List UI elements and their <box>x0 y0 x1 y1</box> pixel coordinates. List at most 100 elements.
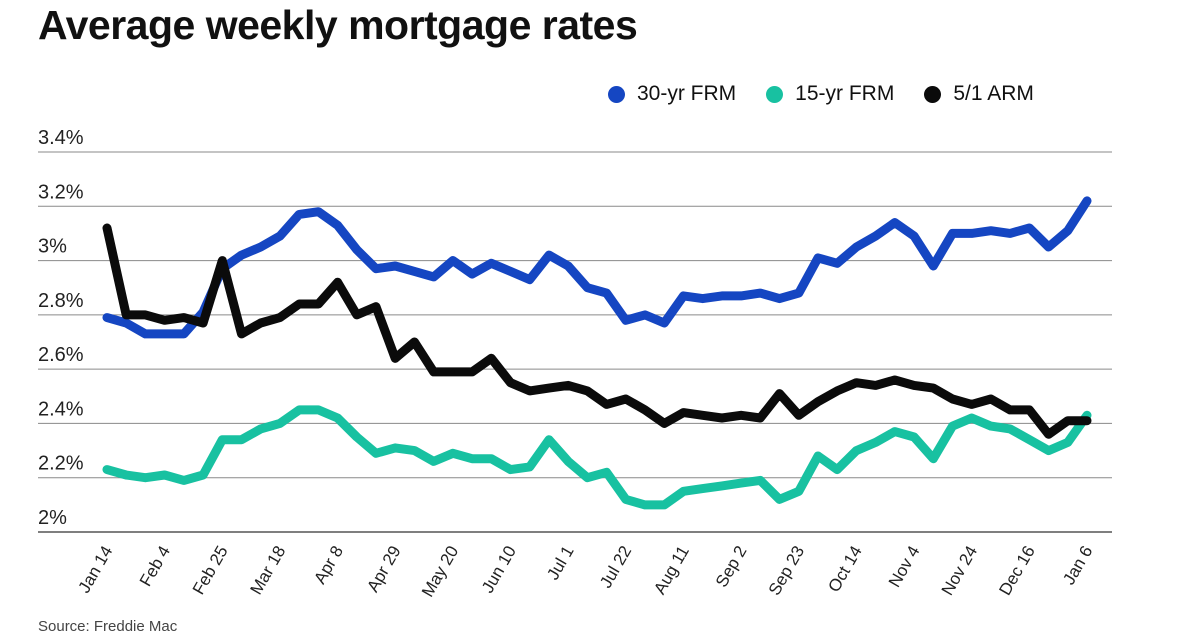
data-point-15-yr-frm <box>354 435 359 439</box>
series-line-5-1-arm <box>102 223 1092 439</box>
data-point-30-yr-frm <box>758 291 763 296</box>
data-point-15-yr-frm <box>700 486 705 491</box>
data-point-30-yr-frm <box>124 321 129 325</box>
x-tick-label: Mar 18 <box>246 543 289 598</box>
data-point-30-yr-frm <box>681 293 686 298</box>
data-point-30-yr-frm <box>489 261 494 266</box>
data-point-30-yr-frm <box>719 293 724 298</box>
data-point-15-yr-frm <box>316 407 321 412</box>
data-point-15-yr-frm <box>585 475 590 480</box>
data-point-5-1-arm <box>1046 432 1051 437</box>
data-point-15-yr-frm <box>604 470 609 475</box>
data-point-15-yr-frm <box>412 448 417 453</box>
data-point-5-1-arm <box>374 304 379 309</box>
data-point-5-1-arm <box>470 369 475 374</box>
data-point-30-yr-frm <box>566 264 571 268</box>
data-point-30-yr-frm <box>912 234 917 239</box>
data-point-30-yr-frm <box>162 331 167 336</box>
data-point-30-yr-frm <box>431 274 436 279</box>
data-point-15-yr-frm <box>527 464 532 469</box>
data-point-5-1-arm <box>258 321 263 325</box>
data-point-5-1-arm <box>681 410 686 415</box>
y-tick-label: 2.8% <box>38 290 84 312</box>
data-point-15-yr-frm <box>777 497 782 502</box>
y-tick-label: 2.4% <box>38 398 84 420</box>
data-point-30-yr-frm <box>508 269 513 274</box>
data-point-15-yr-frm <box>489 456 494 461</box>
source-note: Source: Freddie Mac <box>38 618 178 635</box>
data-point-5-1-arm <box>431 369 436 374</box>
x-tick-label: Jun 10 <box>478 543 520 597</box>
x-tick-label: Jan 6 <box>1059 543 1096 589</box>
data-point-30-yr-frm <box>604 291 609 296</box>
data-point-15-yr-frm <box>873 440 878 445</box>
data-point-15-yr-frm <box>892 429 897 434</box>
data-point-5-1-arm <box>450 369 455 374</box>
data-point-30-yr-frm <box>854 245 859 249</box>
data-point-5-1-arm <box>585 388 590 393</box>
data-point-5-1-arm <box>892 378 897 382</box>
data-point-30-yr-frm <box>470 272 475 277</box>
data-point-15-yr-frm <box>566 459 571 464</box>
data-point-30-yr-frm <box>969 231 974 236</box>
legend-item-15yr: 15-yr FRM <box>766 82 894 106</box>
data-point-15-yr-frm <box>719 483 724 488</box>
data-point-5-1-arm <box>969 402 974 407</box>
data-point-5-1-arm <box>220 258 225 263</box>
data-point-5-1-arm <box>297 302 302 306</box>
data-point-15-yr-frm <box>796 489 801 494</box>
data-point-5-1-arm <box>854 380 859 385</box>
data-point-30-yr-frm <box>354 247 359 252</box>
data-point-15-yr-frm <box>162 473 167 477</box>
y-tick-label: 3.2% <box>38 181 84 203</box>
data-point-30-yr-frm <box>239 253 244 258</box>
data-point-5-1-arm <box>931 386 936 391</box>
data-point-30-yr-frm <box>739 293 744 298</box>
data-point-15-yr-frm <box>470 456 475 461</box>
data-point-15-yr-frm <box>220 437 225 442</box>
data-point-30-yr-frm <box>662 321 667 325</box>
data-point-5-1-arm <box>335 280 340 285</box>
data-point-30-yr-frm <box>835 261 840 266</box>
data-point-15-yr-frm <box>335 416 340 420</box>
data-point-30-yr-frm <box>796 291 801 296</box>
data-point-15-yr-frm <box>950 424 955 429</box>
data-point-5-1-arm <box>643 407 648 412</box>
data-point-30-yr-frm <box>143 331 148 336</box>
series-line-30-yr-frm <box>102 196 1092 339</box>
data-point-15-yr-frm <box>297 407 302 412</box>
data-point-30-yr-frm <box>643 312 648 317</box>
x-tick-label: May 20 <box>418 543 462 601</box>
data-point-5-1-arm <box>508 380 513 385</box>
data-point-5-1-arm <box>623 397 628 401</box>
y-tick-label: 3.4% <box>38 127 84 149</box>
data-point-5-1-arm <box>796 413 801 418</box>
x-tick-label: Sep 2 <box>712 543 751 591</box>
data-point-15-yr-frm <box>201 473 206 477</box>
data-point-5-1-arm <box>835 388 840 393</box>
data-point-30-yr-frm <box>931 264 936 268</box>
data-point-30-yr-frm <box>527 277 532 282</box>
data-point-15-yr-frm <box>912 435 917 439</box>
data-point-30-yr-frm <box>815 255 820 260</box>
legend-marker-30yr <box>608 85 625 103</box>
data-point-30-yr-frm <box>105 315 109 320</box>
data-point-5-1-arm <box>873 383 878 388</box>
data-point-15-yr-frm <box>758 478 763 483</box>
data-point-15-yr-frm <box>546 437 551 442</box>
legend-label-arm: 5/1 ARM <box>953 82 1034 105</box>
data-point-30-yr-frm <box>777 296 782 301</box>
data-point-15-yr-frm <box>969 416 974 420</box>
y-tick-label: 2.6% <box>38 344 84 366</box>
data-point-5-1-arm <box>105 226 109 230</box>
data-point-30-yr-frm <box>335 223 340 228</box>
data-point-5-1-arm <box>354 312 359 317</box>
data-point-5-1-arm <box>277 315 282 320</box>
data-point-5-1-arm <box>239 331 244 336</box>
data-point-15-yr-frm <box>277 421 282 426</box>
data-point-5-1-arm <box>604 402 609 407</box>
data-point-30-yr-frm <box>258 245 263 249</box>
legend-label-15yr: 15-yr FRM <box>795 82 895 105</box>
data-point-30-yr-frm <box>450 258 455 263</box>
y-tick-label: 2% <box>38 507 67 529</box>
